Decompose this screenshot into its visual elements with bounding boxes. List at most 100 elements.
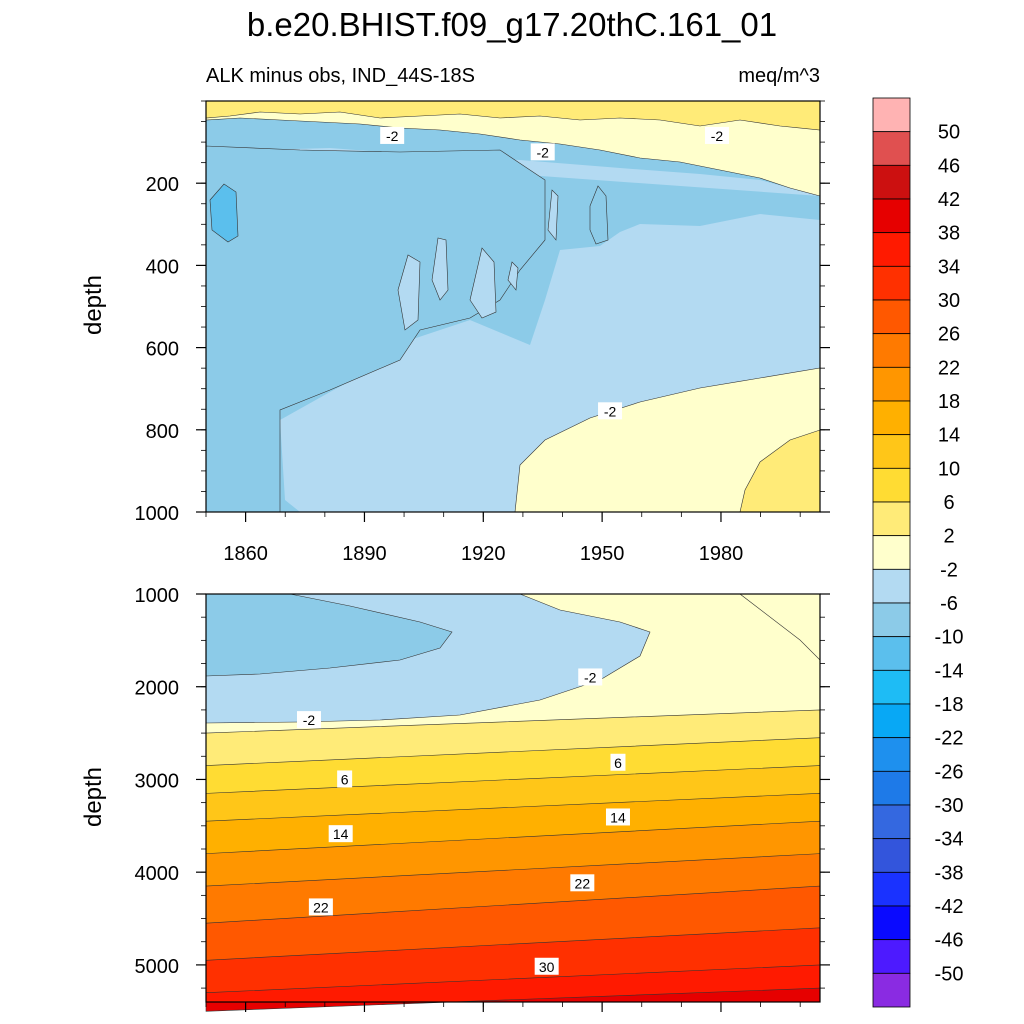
lower-panel: -2 -2 6 6 14 14 22 22 30 1000 2000 3000 4000 5000 bbox=[135, 585, 830, 1012]
upper-contour-label-box bbox=[530, 143, 555, 161]
upper-contour-label: -2 bbox=[536, 144, 549, 160]
colorbar-swatch bbox=[872, 366, 911, 402]
colorbar-swatch bbox=[872, 265, 911, 301]
upper-panel: -2 -2 -2 -2 200 400 600 800 1000 1860 1890 1920 1950… bbox=[135, 100, 830, 565]
upper-blue-pocket-1950 bbox=[589, 185, 609, 245]
upper-contour-label-box bbox=[705, 126, 730, 144]
upper-x-tick-label: 1920 bbox=[461, 543, 506, 565]
colorbar-label: -6 bbox=[940, 593, 958, 615]
upper-x-tick-label: 1860 bbox=[223, 543, 268, 565]
colorbar-swatch bbox=[872, 972, 911, 1008]
lower-contour-label: 30 bbox=[539, 959, 555, 975]
colorbar-label: 50 bbox=[938, 122, 960, 144]
colorbar-label: 30 bbox=[938, 290, 960, 312]
lower-y-tick-label: 1000 bbox=[135, 585, 180, 607]
colorbar-swatch bbox=[872, 232, 911, 267]
colorbar-label: 22 bbox=[938, 357, 960, 379]
lower-contour-label-box bbox=[328, 825, 353, 843]
colorbar-swatch bbox=[872, 669, 911, 705]
lower-y-tick-label: 4000 bbox=[135, 863, 180, 885]
colorbar-label: -10 bbox=[935, 627, 964, 649]
lower-contour-label: -2 bbox=[303, 712, 316, 728]
colorbar-swatch bbox=[872, 770, 911, 806]
lower-contour-label: 22 bbox=[313, 899, 329, 915]
upper-surface-warm-band bbox=[205, 100, 821, 131]
colorbar-swatch bbox=[872, 434, 911, 469]
lower-contour-label-box bbox=[610, 753, 626, 771]
lower-y-axis-label: depth bbox=[80, 767, 107, 827]
colorbar-swatch bbox=[872, 703, 911, 739]
colorbar-swatch bbox=[872, 501, 911, 537]
colorbar-label: 26 bbox=[938, 324, 960, 346]
colorbar-swatch bbox=[872, 871, 911, 907]
lower-contour-label: 14 bbox=[610, 809, 626, 825]
lower-contour-label-box bbox=[570, 874, 595, 892]
colorbar-label: -42 bbox=[935, 896, 964, 918]
lower-contour-label: 22 bbox=[575, 875, 591, 891]
colorbar-label: 10 bbox=[938, 458, 960, 480]
lower-contour-label: 6 bbox=[341, 771, 349, 787]
colorbar-swatch bbox=[872, 804, 911, 840]
lower-contour-label-box bbox=[605, 808, 630, 826]
upper-light-pocket bbox=[507, 261, 519, 291]
colorbar-swatch bbox=[872, 467, 911, 503]
upper-y-axis-label: depth bbox=[80, 275, 107, 335]
colorbar-label: 14 bbox=[938, 425, 960, 447]
colorbar-swatch bbox=[872, 905, 911, 941]
colorbar-swatch bbox=[872, 535, 911, 570]
colorbar-label: -30 bbox=[935, 795, 964, 817]
colorbar-label: -2 bbox=[940, 559, 958, 581]
lower-contour-label-box bbox=[296, 711, 321, 729]
upper-y-tick-label: 400 bbox=[146, 256, 179, 278]
colorbar-label: -50 bbox=[935, 963, 964, 985]
lower-mid-blue-lens bbox=[205, 593, 453, 677]
colorbar-label: -38 bbox=[935, 862, 964, 884]
colorbar-swatch bbox=[872, 602, 911, 638]
lower-panel-frame bbox=[205, 593, 821, 1003]
upper-contour-label-box bbox=[598, 402, 623, 420]
colorbar-swatch bbox=[872, 400, 911, 436]
colorbar-label: 42 bbox=[938, 189, 960, 211]
upper-x-tick-label: 1980 bbox=[699, 543, 744, 565]
colorbar-swatch bbox=[872, 939, 911, 974]
chart-title: b.e20.BHIST.f09_g17.20thC.161_01 bbox=[247, 6, 777, 43]
upper-contour-label: -2 bbox=[604, 403, 617, 419]
lower-contour-label: 6 bbox=[614, 755, 622, 771]
upper-y-tick-label: 600 bbox=[146, 339, 179, 361]
chart-subtitle-units: meq/m^3 bbox=[738, 65, 820, 87]
upper-y-tick-label: 1000 bbox=[135, 503, 180, 525]
upper-x-tick-label: 1950 bbox=[580, 543, 625, 565]
upper-contour-label: -2 bbox=[711, 128, 724, 144]
upper-x-tick-label: 1890 bbox=[342, 543, 387, 565]
colorbar-label: -46 bbox=[935, 930, 964, 952]
lower-contour-label-box bbox=[578, 668, 603, 686]
colorbar-label: 2 bbox=[943, 526, 954, 548]
colorbar-label: -26 bbox=[935, 761, 964, 783]
colorbar-label: 6 bbox=[943, 492, 954, 514]
lower-y-tick-label: 2000 bbox=[135, 678, 180, 700]
colorbar-swatch bbox=[872, 299, 911, 335]
lower-contour-label-box bbox=[534, 957, 559, 975]
upper-light-pocket bbox=[547, 189, 559, 241]
colorbar-label: 46 bbox=[938, 155, 960, 177]
upper-light-pocket bbox=[431, 237, 449, 301]
colorbar-label: -14 bbox=[935, 660, 964, 682]
colorbar-swatch bbox=[872, 198, 911, 234]
colorbar: 50 46 42 38 34 30 26 22 18 14 10 6 2 -2 -6 -10 -14 -18 -22… bbox=[872, 97, 964, 1008]
upper-light-blue-region bbox=[206, 148, 820, 512]
lower-y-tick-label: 3000 bbox=[135, 770, 180, 792]
colorbar-swatch bbox=[872, 97, 911, 133]
colorbar-label: -18 bbox=[935, 694, 964, 716]
lower-y-tick-label: 5000 bbox=[135, 956, 180, 978]
colorbar-swatch bbox=[872, 737, 911, 772]
lower-contour-label: 14 bbox=[333, 826, 349, 842]
upper-light-pocket bbox=[469, 247, 497, 319]
colorbar-swatch bbox=[872, 164, 911, 200]
colorbar-swatch bbox=[872, 131, 911, 166]
lower-contour-label-box bbox=[308, 898, 333, 916]
upper-contour-label: -2 bbox=[386, 128, 399, 144]
colorbar-swatch bbox=[872, 636, 911, 671]
chart-subtitle-left: ALK minus obs, IND_44S-18S bbox=[206, 65, 475, 87]
colorbar-label: 18 bbox=[938, 391, 960, 413]
